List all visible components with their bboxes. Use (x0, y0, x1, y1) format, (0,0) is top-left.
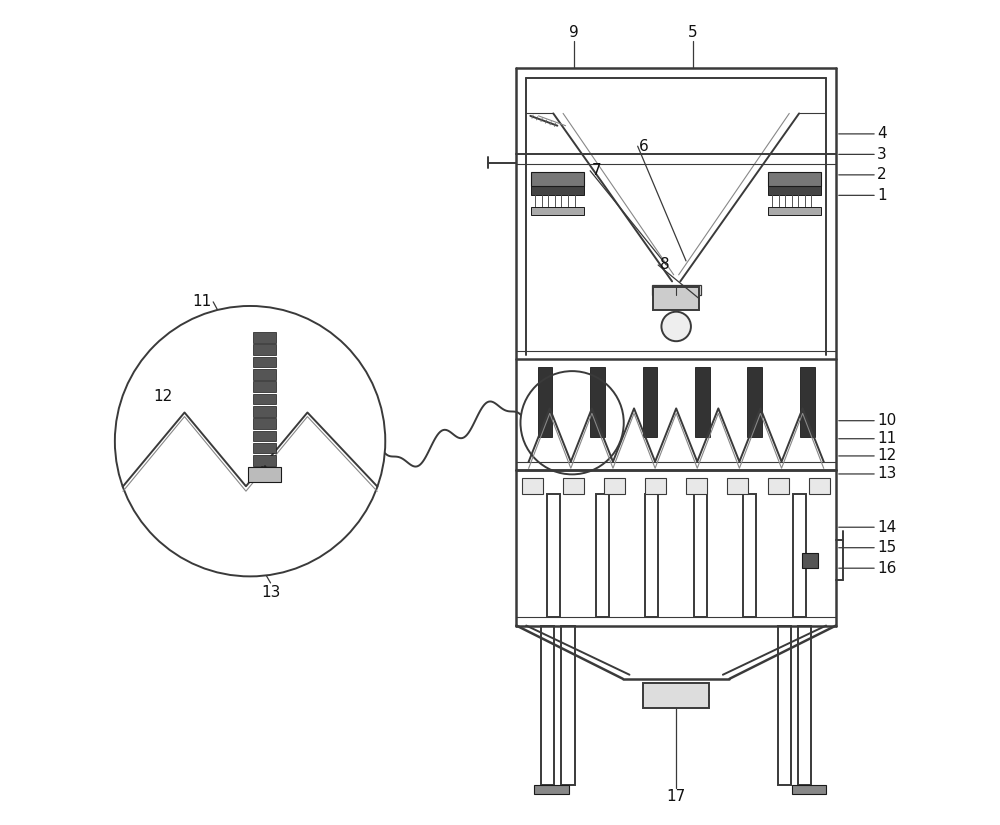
Text: 8: 8 (660, 257, 669, 272)
Bar (531, 207, 584, 215)
Bar (253, 345, 276, 355)
Bar (253, 406, 276, 417)
Bar (768, 478, 789, 494)
Text: 2: 2 (877, 167, 887, 182)
Bar (645, 494, 658, 617)
Text: 5: 5 (688, 25, 697, 40)
Text: 16: 16 (877, 561, 896, 576)
Bar (563, 478, 584, 494)
Text: 6: 6 (639, 139, 649, 153)
Text: 7: 7 (592, 163, 601, 178)
Bar (694, 494, 707, 617)
Bar (253, 431, 276, 441)
Text: 11: 11 (877, 431, 896, 446)
Bar (686, 478, 707, 494)
Bar (541, 625, 554, 785)
Bar (792, 785, 826, 794)
Bar (798, 625, 811, 785)
Text: 17: 17 (667, 790, 686, 804)
Bar (768, 177, 821, 196)
Bar (768, 207, 821, 215)
Bar (531, 172, 584, 186)
Bar (643, 683, 709, 708)
Bar (653, 287, 699, 310)
Bar (534, 785, 569, 794)
Bar (695, 367, 710, 437)
Bar (590, 367, 605, 437)
Bar (747, 367, 762, 437)
Text: 12: 12 (877, 449, 896, 464)
Bar (531, 177, 584, 196)
Text: 1: 1 (877, 188, 887, 203)
Bar (652, 285, 701, 295)
Bar (538, 367, 552, 437)
Text: 11: 11 (192, 295, 212, 309)
Bar (727, 478, 748, 494)
Bar (248, 468, 281, 482)
Text: 3: 3 (877, 147, 887, 162)
Bar (778, 625, 791, 785)
Bar (604, 478, 625, 494)
Bar (802, 554, 818, 568)
Bar (547, 494, 560, 617)
Bar (253, 394, 276, 404)
Text: 13: 13 (877, 466, 896, 482)
Bar (253, 369, 276, 380)
Bar (793, 494, 806, 617)
Text: 14: 14 (877, 520, 896, 535)
Bar (693, 691, 702, 705)
Bar (561, 625, 575, 785)
Bar (800, 367, 815, 437)
Text: 12: 12 (153, 389, 172, 403)
Bar (253, 332, 276, 343)
Bar (253, 418, 276, 429)
Bar (743, 494, 756, 617)
Text: 9: 9 (569, 25, 579, 40)
Circle shape (661, 312, 691, 342)
Text: 10: 10 (877, 413, 896, 428)
Bar (643, 367, 657, 437)
Bar (253, 381, 276, 392)
Bar (596, 494, 609, 617)
Text: 13: 13 (261, 585, 280, 600)
Text: 4: 4 (877, 126, 887, 141)
Bar (809, 478, 830, 494)
Bar (645, 478, 666, 494)
Circle shape (115, 306, 385, 577)
Bar (253, 455, 276, 466)
Bar (522, 478, 543, 494)
Bar (253, 443, 276, 454)
Bar (768, 172, 821, 186)
Text: 15: 15 (877, 540, 896, 555)
Bar (253, 356, 276, 367)
